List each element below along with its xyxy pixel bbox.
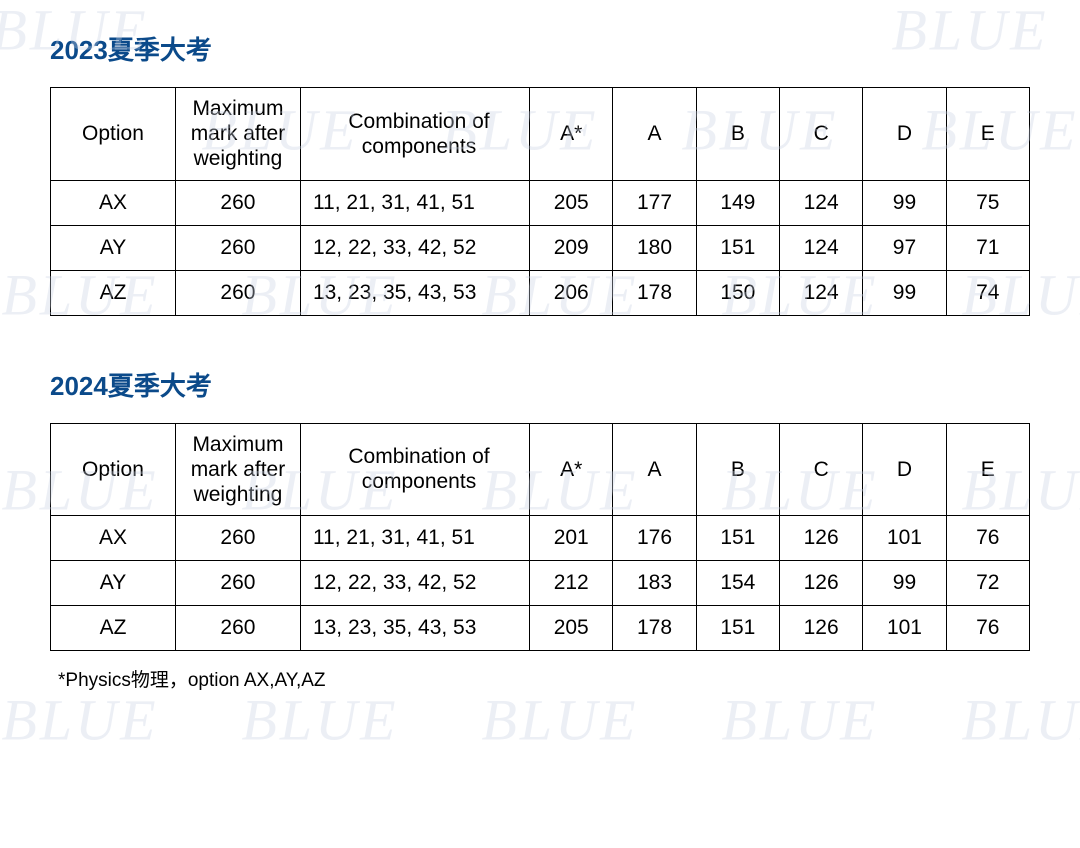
table-cell: 126	[780, 606, 863, 651]
table-cell: 183	[613, 561, 696, 606]
table-cell: 99	[863, 180, 946, 225]
table-cell: 126	[780, 561, 863, 606]
col-header-a: A	[613, 423, 696, 516]
table-cell: 178	[613, 606, 696, 651]
table-cell: 124	[780, 225, 863, 270]
table-cell: 76	[946, 606, 1029, 651]
table-cell: 13, 23, 35, 43, 53	[300, 270, 529, 315]
table-cell: 180	[613, 225, 696, 270]
section-title-2024: 2024夏季大考	[50, 366, 1030, 403]
table-row: AY26012, 22, 33, 42, 522091801511249771	[51, 225, 1030, 270]
table-cell: 126	[780, 516, 863, 561]
section-title-2023: 2023夏季大考	[50, 30, 1030, 67]
table-cell: 101	[863, 516, 946, 561]
table-cell: 101	[863, 606, 946, 651]
table-cell: AZ	[51, 270, 176, 315]
table-cell: 97	[863, 225, 946, 270]
col-header-max: Maximum mark after weighting	[175, 423, 300, 516]
col-header-b: B	[696, 88, 779, 181]
table-cell: AX	[51, 516, 176, 561]
col-header-e: E	[946, 423, 1029, 516]
table-cell: 74	[946, 270, 1029, 315]
table-cell: 176	[613, 516, 696, 561]
col-header-option: Option	[51, 88, 176, 181]
table-row: AX26011, 21, 31, 41, 512051771491249975	[51, 180, 1030, 225]
table-cell: AY	[51, 225, 176, 270]
table-cell: 149	[696, 180, 779, 225]
table-cell: 201	[530, 516, 613, 561]
col-header-c: C	[780, 423, 863, 516]
table-cell: 260	[175, 180, 300, 225]
table-cell: 75	[946, 180, 1029, 225]
table-cell: AZ	[51, 606, 176, 651]
footer-note: *Physics物理，option AX,AY,AZ	[50, 665, 1030, 692]
section-2024: 2024夏季大考 Option Maximum mark after weigh…	[50, 366, 1030, 693]
table-header-row: Option Maximum mark after weighting Comb…	[51, 88, 1030, 181]
watermark-text: BLUE	[482, 687, 639, 754]
table-cell: 178	[613, 270, 696, 315]
section-2023: 2023夏季大考 Option Maximum mark after weigh…	[50, 30, 1030, 316]
table-2024: Option Maximum mark after weighting Comb…	[50, 423, 1030, 652]
table-cell: AX	[51, 180, 176, 225]
col-header-d: D	[863, 423, 946, 516]
table-cell: 151	[696, 606, 779, 651]
table-row: AZ26013, 23, 35, 43, 532061781501249974	[51, 270, 1030, 315]
table-body-2024: AX26011, 21, 31, 41, 5120117615112610176…	[51, 516, 1030, 651]
table-cell: 11, 21, 31, 41, 51	[300, 516, 529, 561]
table-cell: 11, 21, 31, 41, 51	[300, 180, 529, 225]
table-row: AX26011, 21, 31, 41, 5120117615112610176	[51, 516, 1030, 561]
table-body-2023: AX26011, 21, 31, 41, 512051771491249975A…	[51, 180, 1030, 315]
col-header-option: Option	[51, 423, 176, 516]
table-cell: 212	[530, 561, 613, 606]
table-cell: 76	[946, 516, 1029, 561]
table-cell: 99	[863, 561, 946, 606]
table-cell: 260	[175, 516, 300, 561]
table-cell: 177	[613, 180, 696, 225]
table-cell: 99	[863, 270, 946, 315]
table-cell: 205	[530, 606, 613, 651]
table-cell: 260	[175, 270, 300, 315]
watermark-text: BLUE	[722, 687, 879, 754]
table-cell: 151	[696, 225, 779, 270]
col-header-c: C	[780, 88, 863, 181]
table-cell: 209	[530, 225, 613, 270]
col-header-e: E	[946, 88, 1029, 181]
table-cell: 71	[946, 225, 1029, 270]
col-header-max: Maximum mark after weighting	[175, 88, 300, 181]
table-cell: 12, 22, 33, 42, 52	[300, 561, 529, 606]
table-cell: AY	[51, 561, 176, 606]
col-header-combo: Combination of components	[300, 423, 529, 516]
watermark-text: BLUE	[962, 687, 1080, 754]
table-cell: 12, 22, 33, 42, 52	[300, 225, 529, 270]
table-row: AY26012, 22, 33, 42, 522121831541269972	[51, 561, 1030, 606]
col-header-astar: A*	[530, 423, 613, 516]
table-cell: 260	[175, 225, 300, 270]
table-cell: 205	[530, 180, 613, 225]
table-cell: 124	[780, 180, 863, 225]
table-cell: 13, 23, 35, 43, 53	[300, 606, 529, 651]
col-header-b: B	[696, 423, 779, 516]
col-header-a: A	[613, 88, 696, 181]
watermark-text: BLUE	[2, 687, 159, 754]
col-header-combo: Combination of components	[300, 88, 529, 181]
col-header-astar: A*	[530, 88, 613, 181]
table-cell: 72	[946, 561, 1029, 606]
table-cell: 206	[530, 270, 613, 315]
table-header-row: Option Maximum mark after weighting Comb…	[51, 423, 1030, 516]
table-row: AZ26013, 23, 35, 43, 5320517815112610176	[51, 606, 1030, 651]
table-cell: 150	[696, 270, 779, 315]
col-header-d: D	[863, 88, 946, 181]
table-cell: 154	[696, 561, 779, 606]
table-2023: Option Maximum mark after weighting Comb…	[50, 87, 1030, 316]
table-cell: 260	[175, 561, 300, 606]
table-cell: 151	[696, 516, 779, 561]
table-cell: 260	[175, 606, 300, 651]
table-cell: 124	[780, 270, 863, 315]
watermark-text: BLUE	[242, 687, 399, 754]
